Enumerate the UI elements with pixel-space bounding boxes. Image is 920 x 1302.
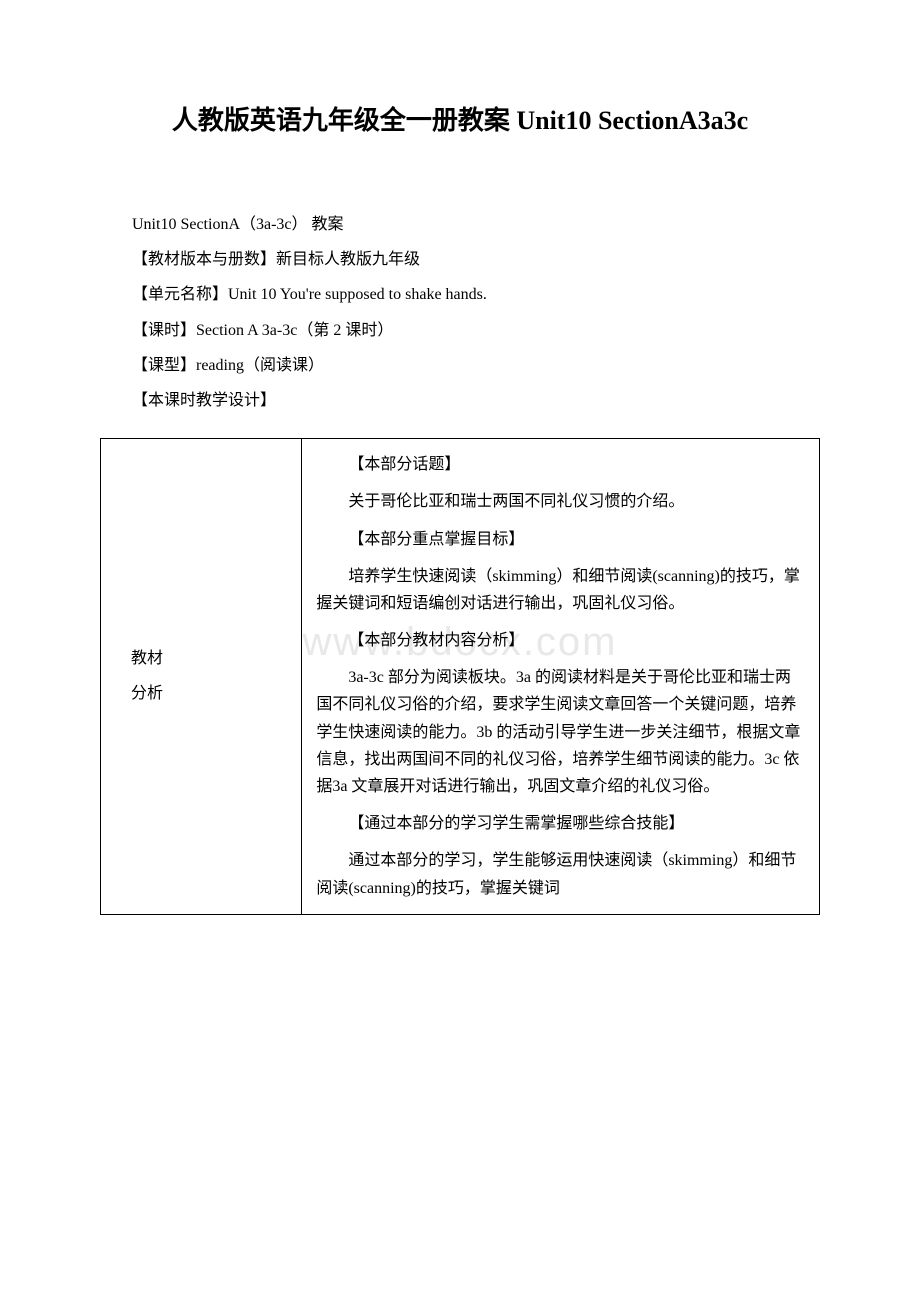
left-label-2: 分析	[131, 676, 287, 711]
table-row: 教材 分析 【本部分话题】 关于哥伦比亚和瑞士两国不同礼仪习惯的介绍。 【本部分…	[101, 439, 820, 915]
para-goal-heading: 【本部分重点掌握目标】	[316, 526, 805, 553]
para-analysis-body: 3a-3c 部分为阅读板块。3a 的阅读材料是关于哥伦比亚和瑞士两国不同礼仪习俗…	[316, 664, 805, 800]
para-skills-heading: 【通过本部分的学习学生需掌握哪些综合技能】	[316, 810, 805, 837]
left-cell: 教材 分析	[101, 439, 302, 915]
para-skills-body: 通过本部分的学习，学生能够运用快速阅读（skimming）和细节阅读(scann…	[316, 847, 805, 901]
left-label-1: 教材	[131, 641, 287, 676]
meta-line-3: 【单元名称】Unit 10 You're supposed to shake h…	[100, 277, 820, 312]
right-cell: 【本部分话题】 关于哥伦比亚和瑞士两国不同礼仪习惯的介绍。 【本部分重点掌握目标…	[302, 439, 820, 915]
page-title: 人教版英语九年级全一册教案 Unit10 SectionA3a3c	[100, 100, 820, 137]
para-topic-body: 关于哥伦比亚和瑞士两国不同礼仪习惯的介绍。	[316, 488, 805, 515]
para-topic-heading: 【本部分话题】	[316, 451, 805, 478]
meta-line-5: 【课型】reading（阅读课）	[100, 348, 820, 383]
para-goal-body: 培养学生快速阅读（skimming）和细节阅读(scanning)的技巧，掌握关…	[316, 563, 805, 617]
content-table: 教材 分析 【本部分话题】 关于哥伦比亚和瑞士两国不同礼仪习惯的介绍。 【本部分…	[100, 438, 820, 915]
meta-line-1: Unit10 SectionA（3a-3c） 教案	[100, 207, 820, 242]
meta-line-6: 【本课时教学设计】	[100, 383, 820, 418]
meta-line-4: 【课时】Section A 3a-3c（第 2 课时）	[100, 313, 820, 348]
meta-section: Unit10 SectionA（3a-3c） 教案 【教材版本与册数】新目标人教…	[100, 207, 820, 418]
meta-line-2: 【教材版本与册数】新目标人教版九年级	[100, 242, 820, 277]
para-analysis-heading: 【本部分教材内容分析】	[316, 627, 805, 654]
